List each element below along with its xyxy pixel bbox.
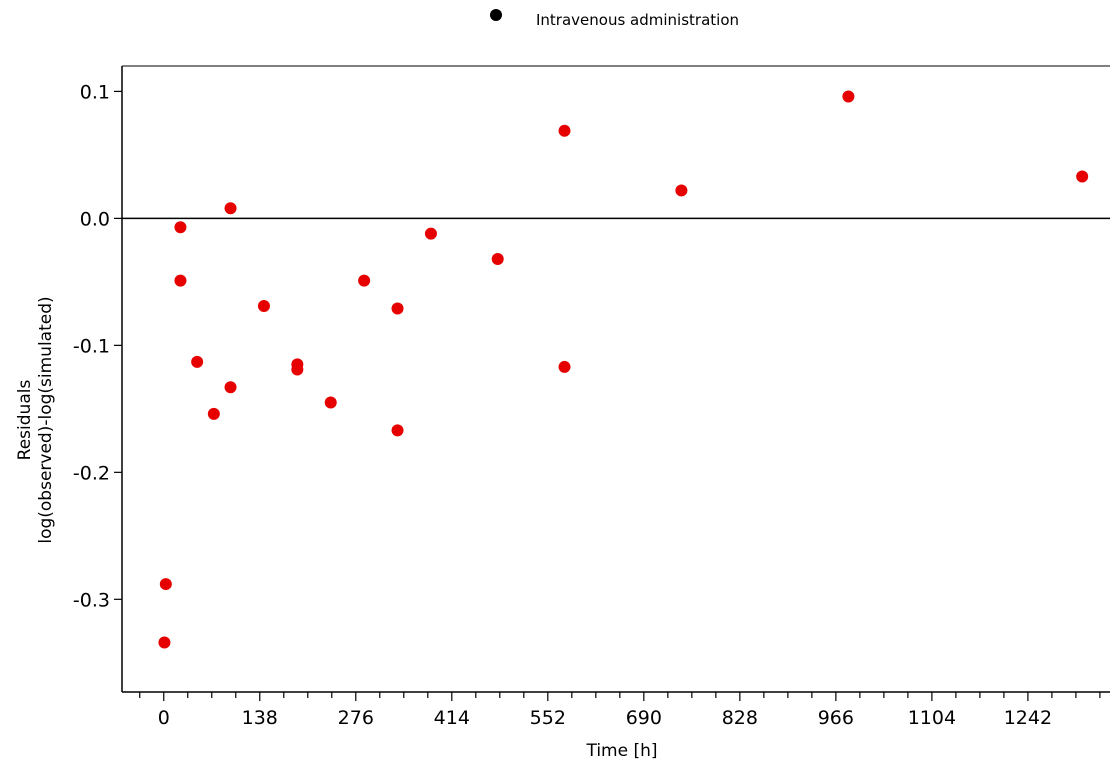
data-point xyxy=(174,274,187,287)
data-point xyxy=(842,90,855,103)
x-tick-label: 1242 xyxy=(1004,707,1052,729)
y-tick-label: -0.2 xyxy=(73,462,110,484)
data-point xyxy=(291,363,304,376)
data-point xyxy=(159,578,172,591)
x-tick-label: 828 xyxy=(722,707,758,729)
x-tick-label: 966 xyxy=(818,707,854,729)
data-point xyxy=(191,355,204,368)
data-point xyxy=(1076,170,1089,183)
x-tick-label: 276 xyxy=(338,707,374,729)
data-point xyxy=(358,274,371,287)
plot-frame xyxy=(121,65,1110,693)
x-axis: 0 138 276 414 552 690 828 966 1104 1242 xyxy=(139,692,1101,729)
data-point xyxy=(558,124,571,137)
data-point xyxy=(158,636,171,649)
data-point xyxy=(324,396,337,409)
x-tick-label: 414 xyxy=(434,707,470,729)
x-tick-label: 0 xyxy=(158,707,170,729)
y-axis: 0.1 0.0 -0.1 -0.2 -0.3 xyxy=(73,81,122,611)
legend: Intravenous administration xyxy=(490,9,739,29)
data-point xyxy=(391,302,404,315)
data-point xyxy=(224,202,237,215)
data-point xyxy=(224,381,237,394)
y-axis-title-line-2: log(observed)-log(simulated) xyxy=(36,296,56,543)
data-point xyxy=(391,424,404,437)
data-points xyxy=(158,90,1089,649)
legend-marker-icon xyxy=(490,9,502,21)
x-tick-label: 138 xyxy=(242,707,278,729)
x-tick-label: 1104 xyxy=(908,707,956,729)
y-tick-label: 0.1 xyxy=(80,81,110,103)
y-axis-title-line-1: Residuals xyxy=(15,380,35,461)
data-point xyxy=(207,407,220,420)
y-tick-label: 0.0 xyxy=(80,208,110,230)
x-axis-title: Time [h] xyxy=(585,741,657,761)
data-point xyxy=(174,221,187,234)
data-point xyxy=(257,299,270,312)
x-tick-label: 552 xyxy=(530,707,566,729)
y-tick-label: -0.3 xyxy=(73,589,110,611)
y-tick-label: -0.1 xyxy=(73,335,110,357)
legend-label: Intravenous administration xyxy=(536,11,739,29)
data-point xyxy=(675,184,688,197)
data-point xyxy=(491,253,504,266)
data-point xyxy=(424,227,437,240)
data-point xyxy=(558,360,571,373)
x-tick-label: 690 xyxy=(626,707,662,729)
